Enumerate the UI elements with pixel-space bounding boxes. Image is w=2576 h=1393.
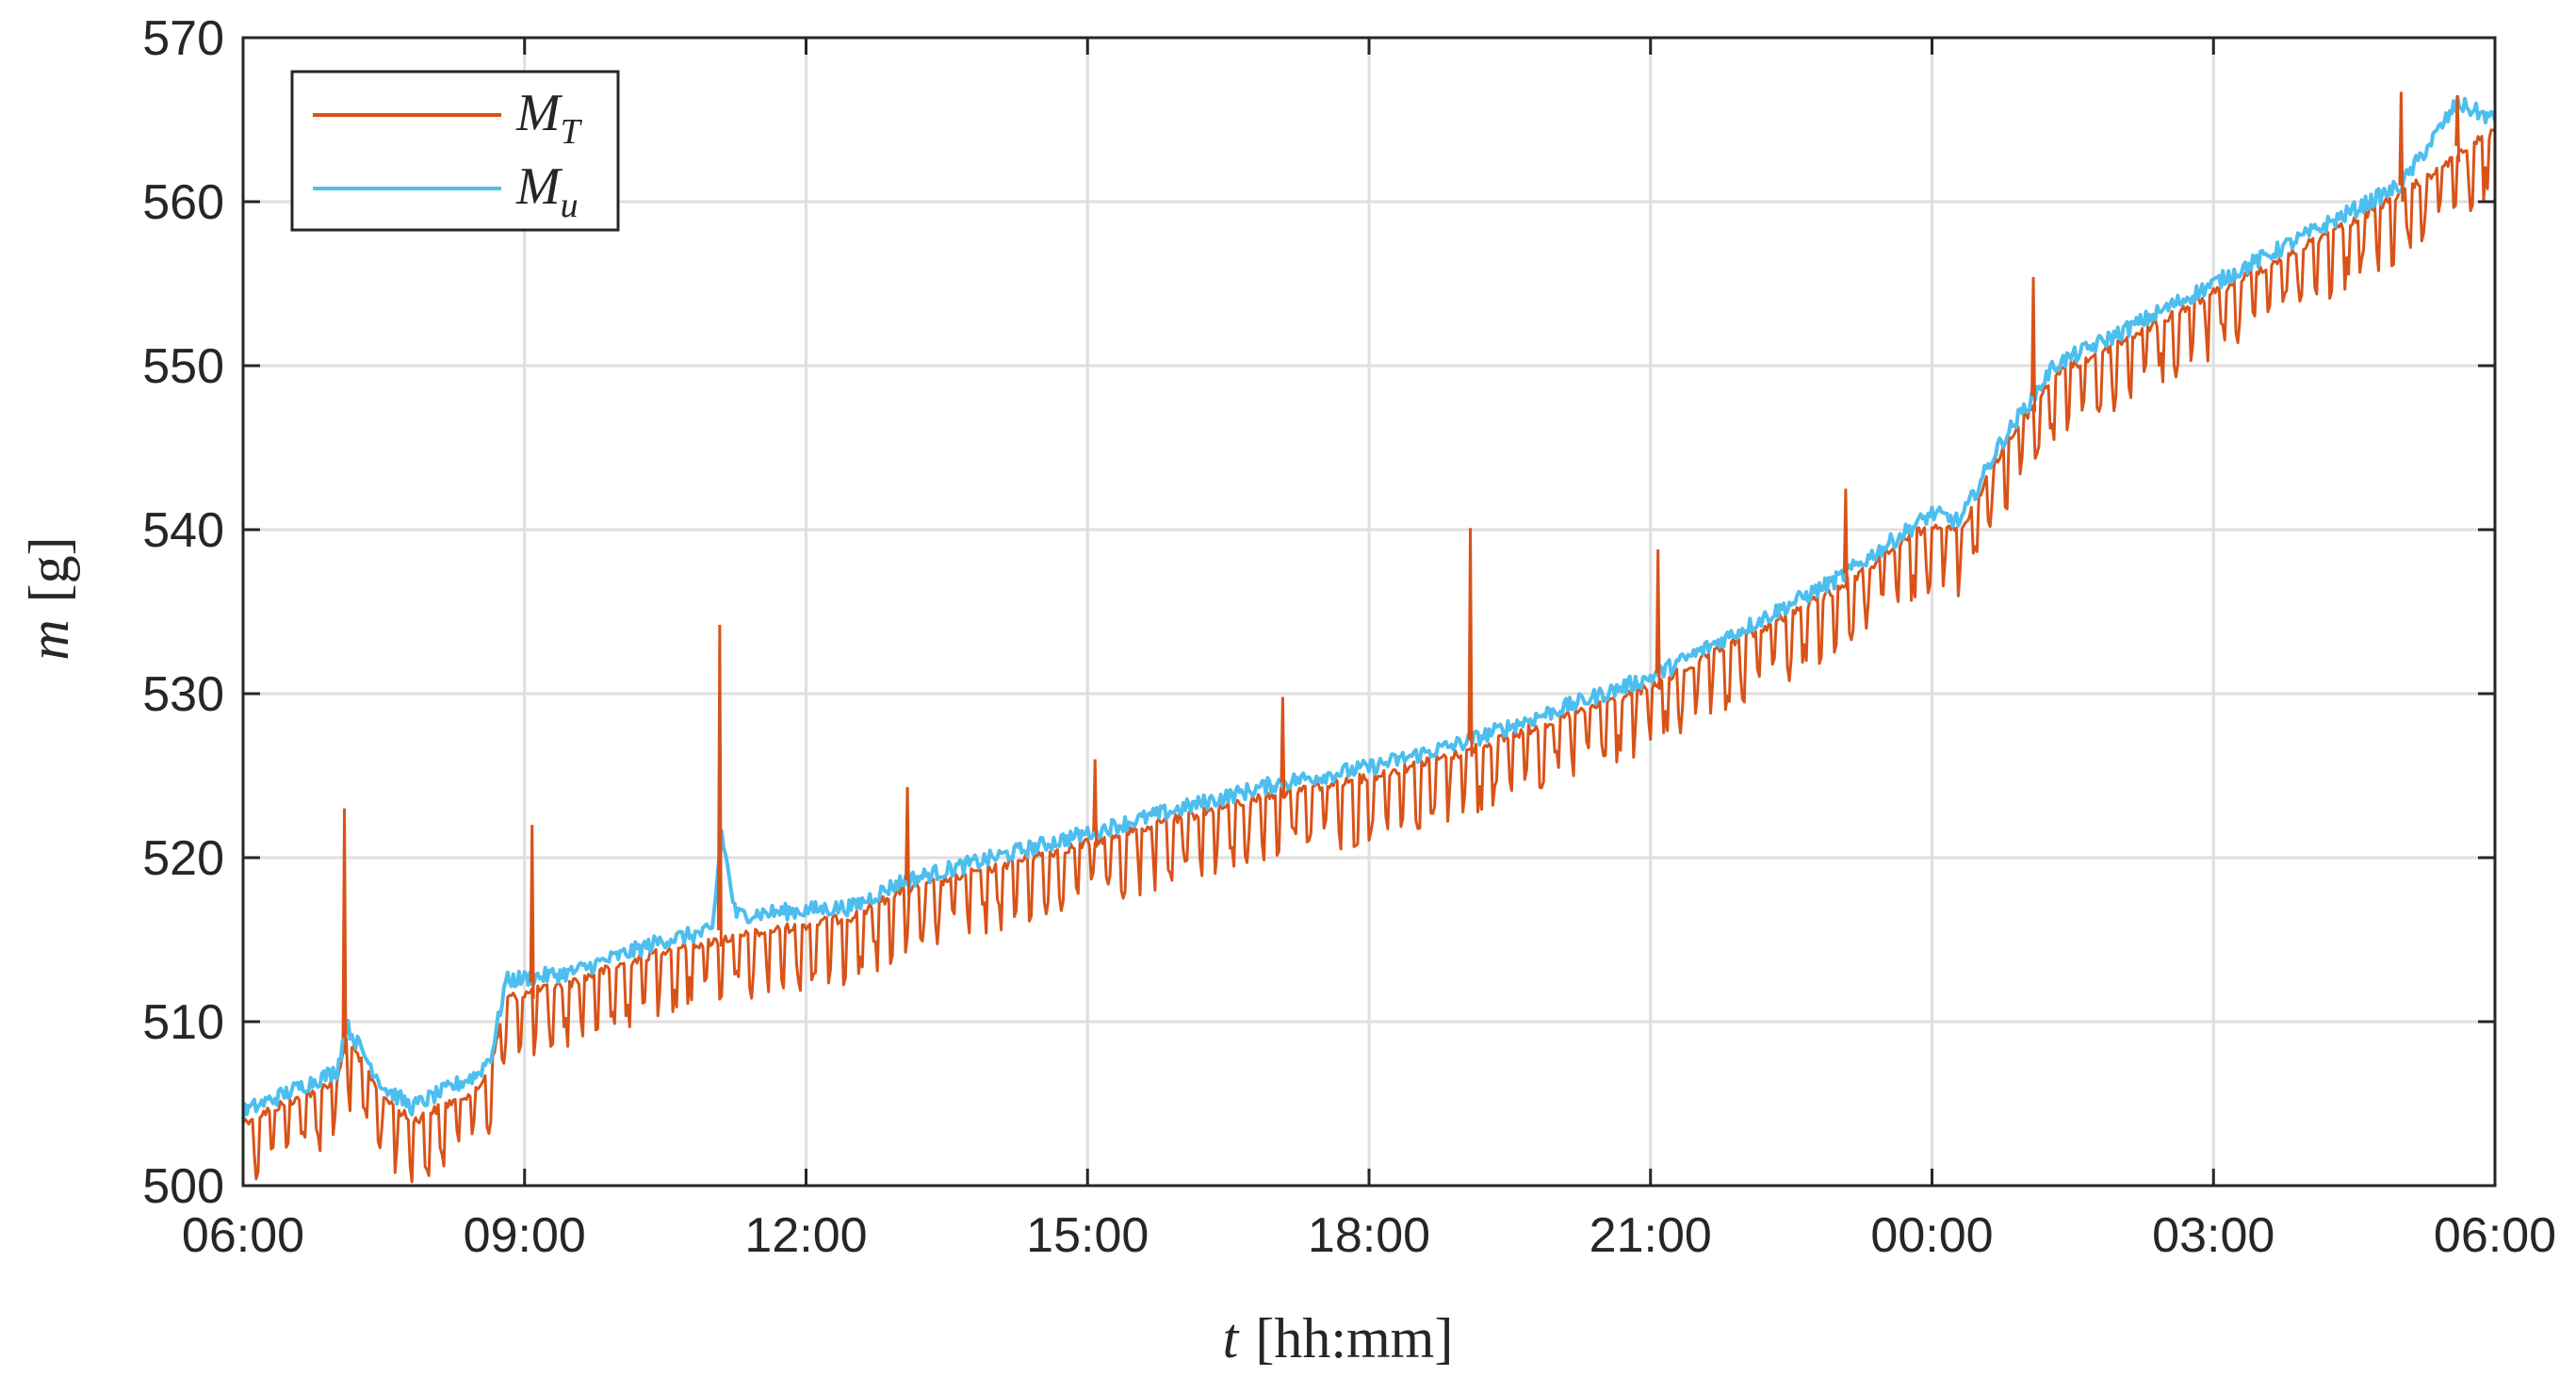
series-mt-spike (1467, 528, 1474, 757)
y-tick-label: 550 (142, 339, 224, 394)
series-mt-spike (2030, 277, 2037, 413)
data-series (241, 95, 2497, 1184)
x-tick-label: 15:00 (1026, 1208, 1149, 1263)
y-tick-label: 560 (142, 175, 224, 230)
legend-entry-mu-subscript: u (561, 186, 579, 225)
data-spikes (341, 91, 2461, 1055)
x-tick-label: 06:00 (2434, 1208, 2556, 1263)
series-mt-spike (2398, 91, 2405, 203)
legend: MT Mu (290, 70, 620, 232)
legend-box (290, 70, 620, 232)
x-axis-symbol: t (1223, 1307, 1240, 1369)
x-tick-label: 03:00 (2152, 1208, 2274, 1263)
y-tick-label: 520 (142, 831, 224, 886)
series-mt-spike (1280, 696, 1286, 799)
x-tick-label: 21:00 (1590, 1208, 1712, 1263)
legend-entry-mu-name: M (515, 157, 563, 216)
legend-entry-mu: Mu (515, 157, 579, 225)
series-mt-spike (341, 808, 348, 1055)
y-axis-ticks: 500 510 520 530 540 550 560 570 (142, 11, 2495, 1214)
y-tick-label: 530 (142, 667, 224, 722)
series-mt-spike (529, 825, 535, 999)
x-axis-unit: [hh:mm] (1255, 1307, 1453, 1369)
y-tick-label: 540 (142, 503, 224, 558)
x-tick-label: 18:00 (1308, 1208, 1430, 1263)
series-mt-spike (1655, 549, 1661, 690)
x-axis-ticks: 06:00 09:00 12:00 15:00 18:00 21:00 00:00 03:00… (182, 38, 2556, 1263)
series-mt-spike (2454, 94, 2461, 163)
series-mt-spike (905, 787, 911, 897)
series-mt-spike (1842, 488, 1849, 591)
y-axis-label: m [g] (18, 536, 80, 660)
x-tick-label: 00:00 (1870, 1208, 1993, 1263)
legend-entry-mt: MT (515, 84, 583, 152)
series-mt-line (241, 128, 2496, 1184)
legend-entry-mt-name: M (515, 84, 563, 142)
series-mt-spike (716, 624, 723, 947)
legend-entry-mt-subscript: T (561, 112, 583, 152)
x-tick-label: 09:00 (464, 1208, 586, 1263)
y-axis-unit: [g] (18, 536, 80, 602)
series-mu-line (241, 95, 2497, 1120)
x-tick-label: 06:00 (182, 1208, 304, 1263)
series-mt-spike (1092, 759, 1099, 848)
y-tick-label: 570 (142, 11, 224, 66)
x-axis-label: t [hh:mm] (1223, 1307, 1454, 1369)
x-tick-label: 12:00 (744, 1208, 867, 1263)
y-axis-symbol: m (18, 619, 80, 660)
y-tick-label: 510 (142, 995, 224, 1050)
y-tick-label: 500 (142, 1159, 224, 1214)
